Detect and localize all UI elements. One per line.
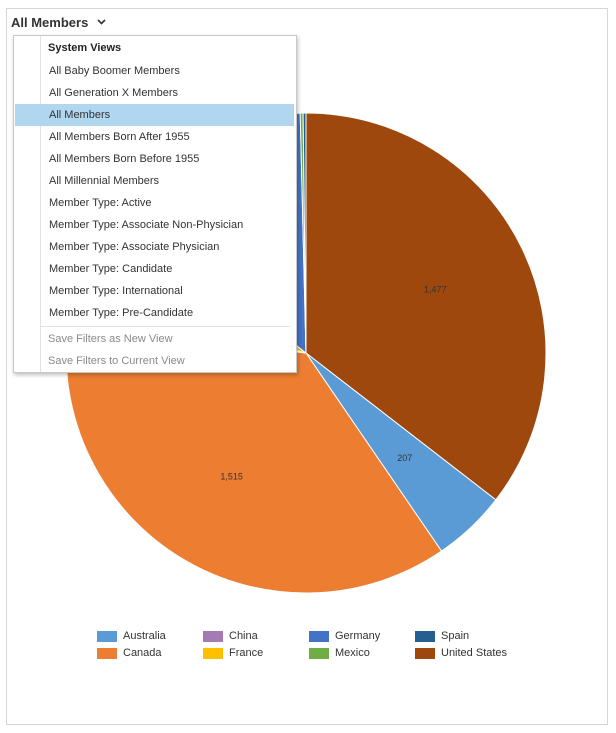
legend-swatch <box>415 647 435 659</box>
save-to-current-view-action[interactable]: Save Filters to Current View <box>48 355 185 367</box>
legend-item[interactable]: Canada <box>97 646 203 660</box>
slice-data-label: 1,515 <box>220 471 243 481</box>
legend-swatch <box>97 630 117 642</box>
legend-item[interactable]: Mexico <box>309 646 415 660</box>
legend-label: United States <box>441 647 508 659</box>
view-option[interactable]: All Members Born After 1955 <box>49 131 190 143</box>
legend-item[interactable]: Spain <box>415 629 521 643</box>
legend-label: Spain <box>441 630 470 642</box>
legend-label: Germany <box>335 630 381 642</box>
view-option[interactable]: Member Type: Active <box>49 197 152 209</box>
view-option[interactable]: Member Type: Associate Physician <box>49 241 220 253</box>
view-option[interactable]: All Baby Boomer Members <box>49 65 180 77</box>
legend-swatch <box>309 630 329 642</box>
view-option[interactable]: Member Type: International <box>49 285 183 297</box>
dropdown-divider <box>41 326 290 327</box>
view-option[interactable]: Member Type: Candidate <box>49 263 173 275</box>
view-option[interactable]: All Generation X Members <box>49 87 178 99</box>
pie-slice-canada[interactable] <box>65 324 443 594</box>
legend-swatch <box>97 647 117 659</box>
view-option[interactable]: All Members <box>15 104 294 126</box>
view-option[interactable]: Member Type: Associate Non-Physician <box>49 219 244 231</box>
dropdown-section-header: System Views <box>48 42 122 54</box>
pie-slice-united-states[interactable] <box>305 112 547 501</box>
dropdown-icon-rail <box>14 36 41 372</box>
pie-slice-spain[interactable] <box>302 112 307 354</box>
slice-data-label: 1,477 <box>424 285 447 295</box>
legend-item[interactable]: United States <box>415 646 521 660</box>
legend-label: China <box>229 630 258 642</box>
legend-item[interactable]: Australia <box>97 629 203 643</box>
chevron-down-icon[interactable] <box>97 19 106 25</box>
view-option[interactable]: All Millennial Members <box>49 175 160 187</box>
chart-legend: Australia China Germany Spain Canada France Me… <box>97 629 537 660</box>
legend-label: Canada <box>123 647 162 659</box>
view-selector[interactable]: All Members <box>11 12 106 32</box>
legend-label: Mexico <box>335 647 370 659</box>
legend-swatch <box>415 630 435 642</box>
legend-label: Australia <box>123 630 166 642</box>
legend-swatch <box>203 630 223 642</box>
legend-swatch <box>203 647 223 659</box>
view-actions: Save Filters as New View Save Filters to … <box>14 328 296 372</box>
view-title: All Members <box>11 14 89 30</box>
view-dropdown-menu: System Views All Baby Boomer Members All … <box>13 35 297 373</box>
legend-label: France <box>229 647 264 659</box>
legend-item[interactable]: China <box>203 629 309 643</box>
legend-item[interactable]: France <box>203 646 309 660</box>
legend-item[interactable]: Germany <box>309 629 415 643</box>
view-list: All Baby Boomer Members All Generation X … <box>14 60 296 324</box>
view-option[interactable]: Member Type: Pre-Candidate <box>49 307 194 319</box>
legend-swatch <box>309 647 329 659</box>
slice-data-label: 207 <box>397 453 412 463</box>
view-option[interactable]: All Members Born Before 1955 <box>49 153 200 165</box>
save-as-new-view-action[interactable]: Save Filters as New View <box>48 333 173 345</box>
